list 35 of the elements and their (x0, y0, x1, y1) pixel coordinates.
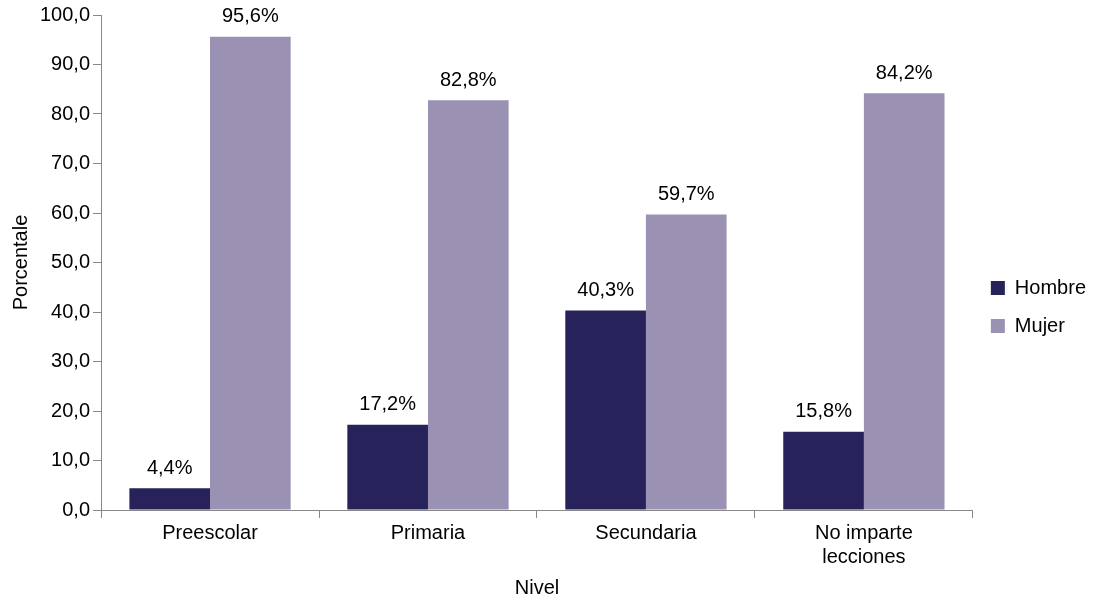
x-tick-label: Preescolar (162, 520, 259, 543)
y-tick-label: 10,0 (51, 448, 91, 471)
y-tick-label: 100,0 (39, 2, 91, 25)
data-label: 40,3% (577, 278, 635, 301)
bar (783, 431, 864, 510)
bar (347, 424, 428, 510)
y-tick-label: 20,0 (51, 398, 91, 421)
data-label: 4,4% (146, 455, 193, 478)
x-tick-label: No imparte lecciones (814, 520, 913, 567)
data-label: 95,6% (221, 4, 279, 27)
bar (565, 310, 646, 510)
y-tick-label: 60,0 (51, 200, 91, 223)
data-label: 59,7% (657, 182, 715, 204)
x-tick-label: Secundaria (595, 520, 698, 543)
y-tick-label: 50,0 (51, 250, 91, 273)
y-tick-label: 0,0 (62, 497, 91, 520)
y-tick-label: 30,0 (51, 349, 91, 372)
bar (427, 100, 509, 510)
x-axis-title: Nivel (514, 575, 560, 598)
y-tick-label: 70,0 (51, 151, 91, 174)
y-tick-label: 80,0 (51, 101, 91, 124)
data-label: 15,8% (795, 399, 853, 422)
bar (129, 488, 211, 510)
y-tick-label: 40,0 (51, 299, 91, 322)
data-label: 84,2% (875, 60, 933, 83)
y-axis-title: Porcentale (8, 214, 31, 311)
bar (645, 214, 727, 510)
legend-label: Hombre (1014, 275, 1087, 298)
y-tick-label: 90,0 (51, 52, 91, 75)
data-label: 17,2% (359, 392, 417, 415)
legend-label: Mujer (1014, 313, 1066, 336)
bar (210, 36, 291, 510)
bar (863, 93, 945, 510)
x-tick-label: Primaria (390, 520, 467, 543)
data-label: 82,8% (439, 67, 497, 90)
